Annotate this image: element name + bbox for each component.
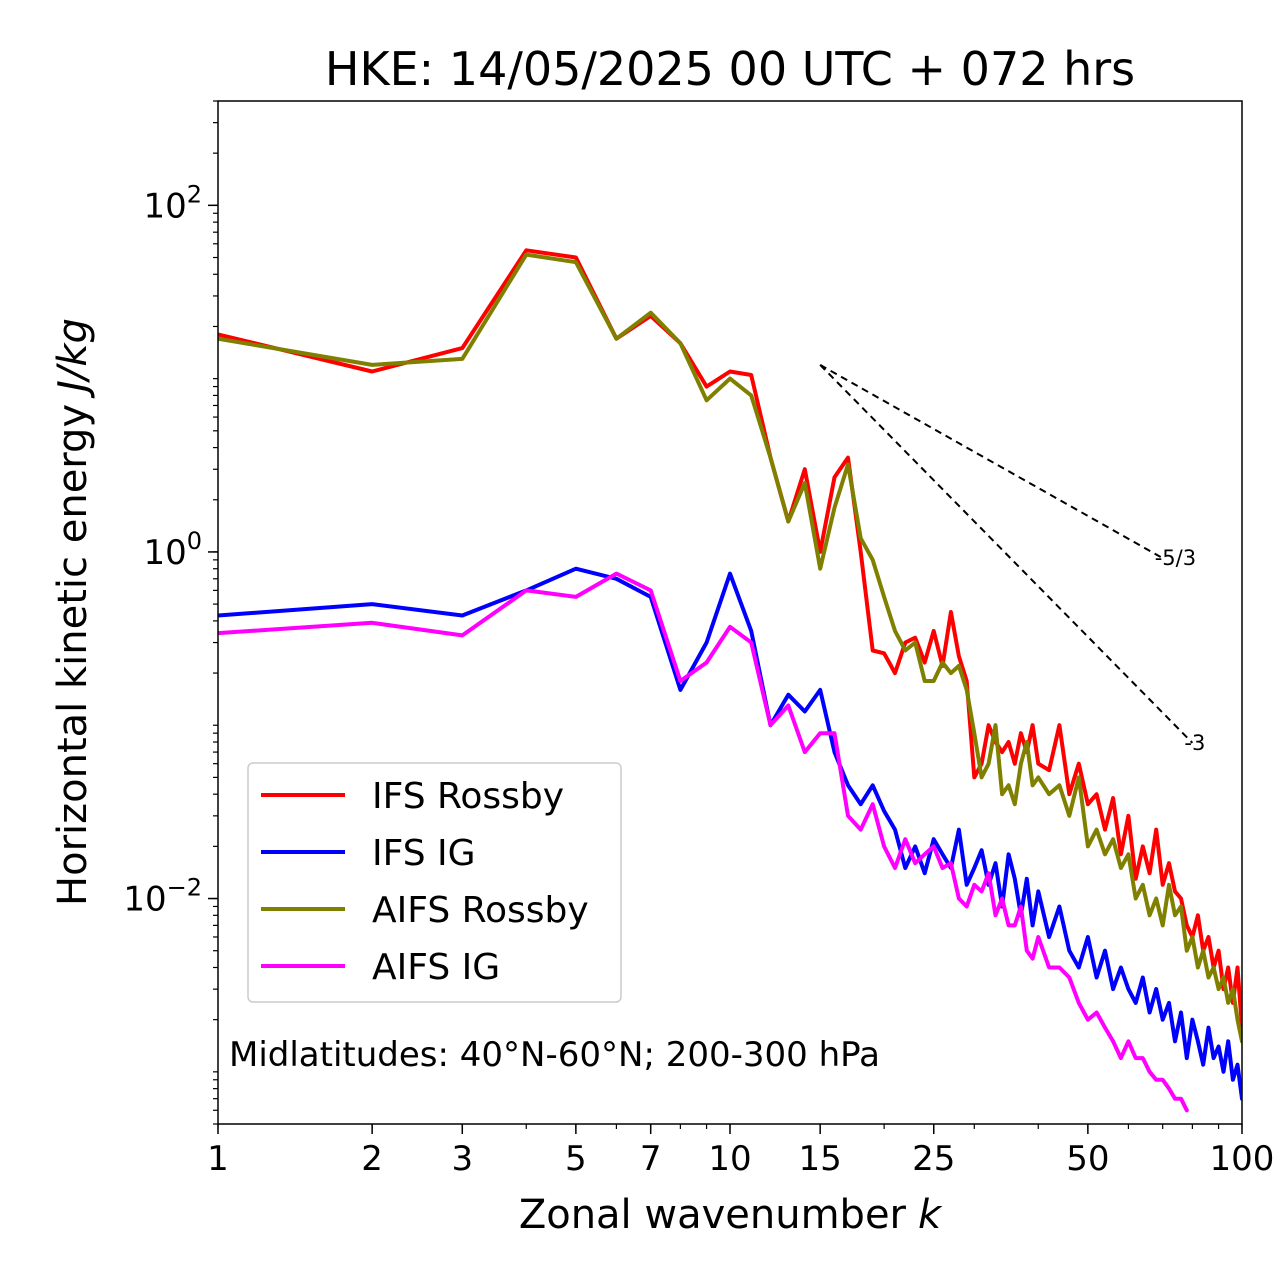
y-axis-label-text: Horizontal kinetic energy (50, 404, 96, 906)
x-tick-label: 1 (207, 1139, 229, 1179)
series-layer (218, 248, 1242, 1113)
x-tick-label: 2 (361, 1139, 383, 1179)
reference-slope-label: -3 (1184, 731, 1205, 755)
series-line-ifs-ig (218, 566, 1242, 1101)
series-line-aifs-rossby (218, 252, 1242, 1044)
x-tick-label: 15 (799, 1139, 842, 1179)
y-tick-label: 100 (143, 527, 202, 573)
y-tick-label: 102 (143, 180, 202, 226)
x-tick-label: 5 (565, 1139, 587, 1179)
legend: IFS Rossby IFS IG AIFS Rossby AIFS IG (247, 762, 622, 1003)
x-tick-label: 10 (708, 1139, 751, 1179)
legend-label-ifs-ig: IFS IG (372, 833, 476, 874)
reference-slope-layer: -5/3 -3 (819, 364, 1205, 755)
y-axis-label: Horizontal kinetic energy J/kg (50, 318, 96, 906)
legend-label-aifs-rossby: AIFS Rossby (372, 890, 589, 931)
x-tick-label: 100 (1210, 1139, 1275, 1179)
region-annotation: Midlatitudes: 40°N-60°N; 200-300 hPa (229, 1035, 880, 1075)
legend-entries: IFS Rossby IFS IG AIFS Rossby AIFS IG (261, 776, 589, 988)
x-tick-label: 50 (1066, 1139, 1109, 1179)
x-tick-layer: 1 2 3 5 7 10 15 25 50 100 (207, 1124, 1274, 1179)
legend-label-ifs-rossby: IFS Rossby (372, 776, 564, 817)
x-tick-label: 25 (912, 1139, 955, 1179)
series-line-aifs-ig (218, 571, 1189, 1113)
reference-slope-label: -5/3 (1155, 546, 1196, 570)
y-axis-units: J/kg (50, 318, 96, 399)
legend-box (247, 762, 622, 1003)
reference-slope-line (819, 364, 1164, 560)
x-tick-label: 3 (451, 1139, 473, 1179)
y-tick-label: 10−2 (123, 874, 202, 920)
reference-slope-line (819, 364, 1194, 744)
y-tick-layer: 10−2 100 102 (123, 100, 218, 1125)
x-tick-label: 7 (640, 1139, 662, 1179)
chart-title: HKE: 14/05/2025 00 UTC + 072 hrs (325, 42, 1135, 96)
x-axis-variable: k (918, 1192, 943, 1238)
legend-label-aifs-ig: AIFS IG (372, 947, 500, 988)
x-axis-label-text: Zonal wavenumber (519, 1192, 907, 1238)
x-axis-label: Zonal wavenumber k (519, 1192, 943, 1238)
